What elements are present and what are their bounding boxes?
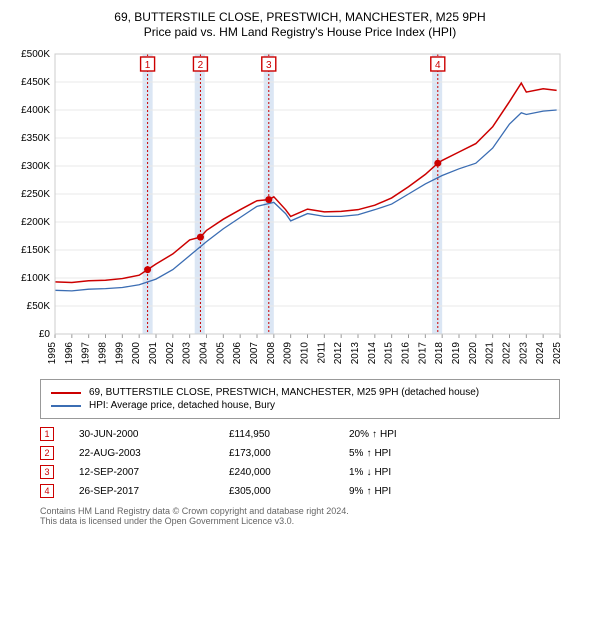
event-marker: 3 bbox=[40, 465, 54, 479]
svg-text:2002: 2002 bbox=[165, 342, 176, 365]
event-marker: 1 bbox=[40, 427, 54, 441]
chart-title: 69, BUTTERSTILE CLOSE, PRESTWICH, MANCHE… bbox=[10, 10, 590, 24]
event-price: £173,000 bbox=[229, 448, 349, 459]
arrow-up-icon: ↑ bbox=[366, 486, 371, 497]
price-chart: £0 £50K £100K £150K £200K £250K £300K £350K £400… bbox=[10, 49, 570, 369]
event-marker: 4 bbox=[40, 484, 54, 498]
arrow-up-icon: ↑ bbox=[372, 429, 377, 440]
chart-container: £0 £50K £100K £150K £200K £250K £300K £350K £400… bbox=[10, 49, 590, 369]
event-price: £240,000 bbox=[229, 467, 349, 478]
svg-text:3: 3 bbox=[266, 60, 272, 71]
svg-text:2021: 2021 bbox=[485, 342, 496, 365]
svg-text:2012: 2012 bbox=[333, 342, 344, 365]
event-marker: 2 bbox=[40, 446, 54, 460]
event-diff: 9%↑HPI bbox=[349, 486, 391, 497]
svg-text:1995: 1995 bbox=[47, 342, 58, 365]
svg-text:£300K: £300K bbox=[21, 161, 50, 172]
chart-subtitle: Price paid vs. HM Land Registry's House … bbox=[10, 25, 590, 39]
svg-text:2013: 2013 bbox=[350, 342, 361, 365]
svg-text:£100K: £100K bbox=[21, 273, 50, 284]
svg-text:2003: 2003 bbox=[182, 342, 193, 365]
svg-text:£400K: £400K bbox=[21, 105, 50, 116]
event-price: £114,950 bbox=[229, 429, 349, 440]
svg-text:2009: 2009 bbox=[283, 342, 294, 365]
svg-text:2022: 2022 bbox=[502, 342, 513, 365]
svg-text:2: 2 bbox=[198, 60, 204, 71]
svg-text:£450K: £450K bbox=[21, 77, 50, 88]
legend: 69, BUTTERSTILE CLOSE, PRESTWICH, MANCHE… bbox=[40, 379, 560, 419]
svg-text:1998: 1998 bbox=[98, 342, 109, 365]
svg-text:£150K: £150K bbox=[21, 245, 50, 256]
svg-text:2006: 2006 bbox=[232, 342, 243, 365]
svg-text:1997: 1997 bbox=[81, 342, 92, 365]
svg-text:2008: 2008 bbox=[266, 342, 277, 365]
footer-line2: This data is licensed under the Open Gov… bbox=[40, 516, 560, 526]
event-diff: 20%↑HPI bbox=[349, 429, 397, 440]
svg-text:2018: 2018 bbox=[434, 342, 445, 365]
svg-text:2020: 2020 bbox=[468, 342, 479, 365]
arrow-up-icon: ↑ bbox=[366, 448, 371, 459]
event-diff: 5%↑HPI bbox=[349, 448, 391, 459]
svg-text:2004: 2004 bbox=[199, 342, 210, 365]
svg-text:2010: 2010 bbox=[300, 342, 311, 365]
svg-text:2023: 2023 bbox=[518, 342, 529, 365]
svg-text:2025: 2025 bbox=[552, 342, 563, 365]
legend-swatch bbox=[51, 392, 81, 394]
legend-swatch bbox=[51, 405, 81, 407]
event-price: £305,000 bbox=[229, 486, 349, 497]
svg-text:2007: 2007 bbox=[249, 342, 260, 365]
svg-text:2019: 2019 bbox=[451, 342, 462, 365]
event-row: 4 26-SEP-2017£305,0009%↑HPI bbox=[40, 484, 560, 498]
svg-text:1999: 1999 bbox=[114, 342, 125, 365]
svg-text:4: 4 bbox=[435, 60, 441, 71]
event-row: 1 30-JUN-2000£114,95020%↑HPI bbox=[40, 427, 560, 441]
svg-text:1: 1 bbox=[145, 60, 151, 71]
svg-text:£250K: £250K bbox=[21, 189, 50, 200]
event-diff: 1%↓HPI bbox=[349, 467, 391, 478]
event-row: 2 22-AUG-2003£173,0005%↑HPI bbox=[40, 446, 560, 460]
footer-line1: Contains HM Land Registry data © Crown c… bbox=[40, 506, 560, 516]
svg-text:£350K: £350K bbox=[21, 133, 50, 144]
svg-text:2011: 2011 bbox=[316, 342, 327, 364]
event-date: 30-JUN-2000 bbox=[79, 429, 229, 440]
svg-text:2024: 2024 bbox=[535, 342, 546, 365]
legend-label: 69, BUTTERSTILE CLOSE, PRESTWICH, MANCHE… bbox=[89, 387, 479, 398]
svg-text:2000: 2000 bbox=[131, 342, 142, 365]
svg-text:2005: 2005 bbox=[215, 342, 226, 365]
svg-text:2016: 2016 bbox=[401, 342, 412, 365]
arrow-down-icon: ↓ bbox=[366, 467, 371, 478]
footer: Contains HM Land Registry data © Crown c… bbox=[40, 506, 560, 526]
event-date: 22-AUG-2003 bbox=[79, 448, 229, 459]
svg-text:2017: 2017 bbox=[417, 342, 428, 365]
svg-text:2015: 2015 bbox=[384, 342, 395, 365]
event-row: 3 12-SEP-2007£240,0001%↓HPI bbox=[40, 465, 560, 479]
legend-item: 69, BUTTERSTILE CLOSE, PRESTWICH, MANCHE… bbox=[51, 387, 549, 398]
svg-text:£200K: £200K bbox=[21, 217, 50, 228]
event-table: 130-JUN-2000£114,95020%↑HPI222-AUG-2003£… bbox=[40, 427, 560, 498]
legend-item: HPI: Average price, detached house, Bury bbox=[51, 400, 549, 411]
svg-text:1996: 1996 bbox=[64, 342, 75, 365]
event-date: 26-SEP-2017 bbox=[79, 486, 229, 497]
svg-text:2014: 2014 bbox=[367, 342, 378, 365]
svg-text:£0: £0 bbox=[39, 329, 51, 340]
event-date: 12-SEP-2007 bbox=[79, 467, 229, 478]
svg-text:£500K: £500K bbox=[21, 49, 50, 60]
svg-text:2001: 2001 bbox=[148, 342, 159, 365]
legend-label: HPI: Average price, detached house, Bury bbox=[89, 400, 275, 411]
svg-text:£50K: £50K bbox=[27, 301, 51, 312]
